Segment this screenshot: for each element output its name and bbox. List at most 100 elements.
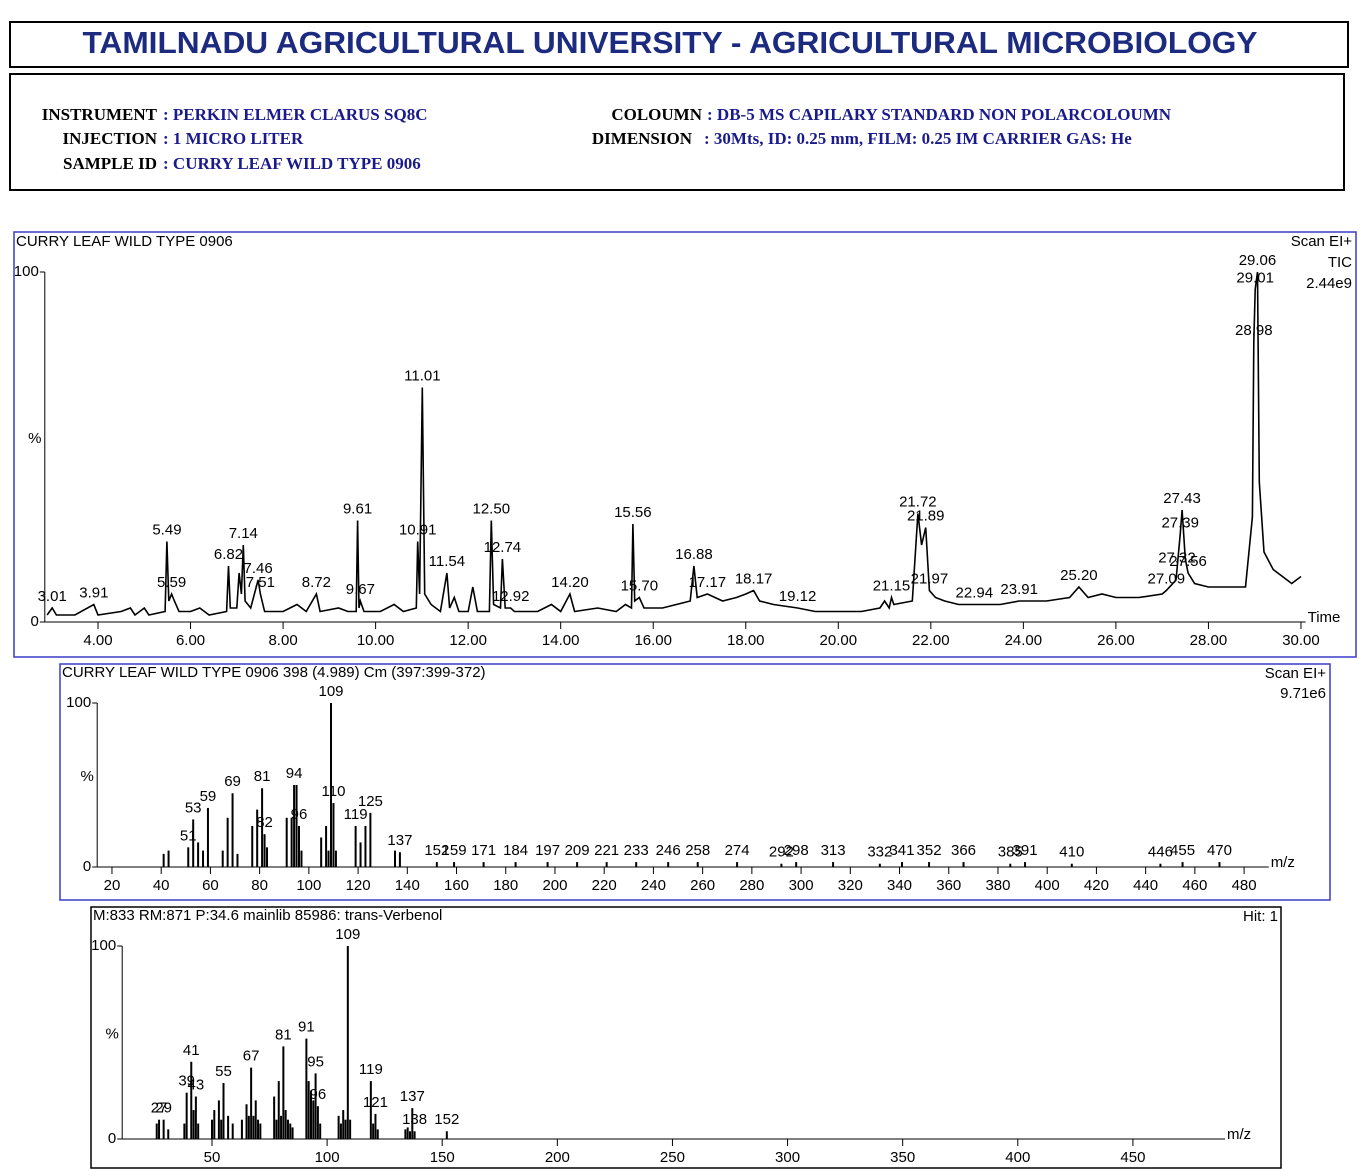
peak-label: 341 (889, 842, 914, 859)
x-tick-label: 350 (890, 1149, 915, 1166)
panel-title: M:833 RM:871 P:34.6 mainlib 85986: trans… (93, 907, 442, 924)
peak-label: 21.15 (873, 577, 911, 594)
x-axis-label: m/z (1271, 854, 1295, 871)
peak-label: 94 (286, 765, 303, 782)
peak-label: 27.32 (1158, 549, 1196, 566)
x-tick-label: 450 (1120, 1149, 1145, 1166)
y-tick-label: 0 (108, 1130, 116, 1147)
x-tick-label: 160 (444, 877, 469, 894)
peak-label: 29 (155, 1100, 172, 1117)
peak-label: 5.49 (152, 521, 181, 538)
x-tick-label: 340 (887, 877, 912, 894)
x-tick-label: 220 (592, 877, 617, 894)
y-tick-label: 100 (14, 263, 39, 280)
peak-label: 410 (1059, 844, 1084, 861)
annotation: 9.71e6 (1280, 685, 1326, 702)
x-tick-label: 120 (346, 877, 371, 894)
peak-label: 332 (867, 844, 892, 861)
x-tick-label: 22.00 (912, 632, 950, 649)
x-tick-label: 100 (315, 1149, 340, 1166)
peak-label: 27.43 (1163, 490, 1201, 507)
panel-box (13, 231, 1357, 658)
x-tick-label: 60 (202, 877, 219, 894)
x-tick-label: 24.00 (1005, 632, 1043, 649)
peak-label: 137 (387, 832, 412, 849)
peak-label: 14.20 (551, 574, 589, 591)
peak-label: 27.56 (1169, 553, 1207, 570)
peak-label: 274 (725, 842, 750, 859)
peak-label: 81 (275, 1026, 292, 1043)
annotation: Scan EI+ (1291, 233, 1353, 250)
peak-label: 470 (1207, 842, 1232, 859)
peak-label: 96 (291, 806, 308, 823)
peak-label: 21.72 (899, 493, 937, 510)
y-axis-label: % (106, 1025, 119, 1042)
panel-box (59, 663, 1331, 901)
peak-label: 125 (358, 793, 383, 810)
peak-label: 7.14 (229, 525, 258, 542)
y-tick-label: 100 (91, 937, 116, 954)
x-tick-label: 8.00 (268, 632, 297, 649)
x-tick-label: 400 (1005, 1149, 1030, 1166)
peak-label: 446 (1148, 844, 1173, 861)
peak-label: 246 (656, 842, 681, 859)
peak-label: 29.06 (1239, 252, 1277, 269)
annotation: TIC (1328, 254, 1352, 271)
peak-label: 21.89 (907, 507, 945, 524)
x-tick-label: 40 (153, 877, 170, 894)
peak-label: 6.82 (214, 546, 243, 563)
x-tick-label: 460 (1182, 877, 1207, 894)
peak-label: 121 (363, 1094, 388, 1111)
peak-label: 28.98 (1235, 322, 1273, 339)
peak-label: 55 (215, 1063, 232, 1080)
field-label: SAMPLE ID (63, 154, 157, 173)
peak-label: 184 (503, 842, 528, 859)
peak-label: 7.46 (243, 560, 272, 577)
field-label: COLOUMN (611, 105, 702, 124)
peak-label: 53 (185, 799, 202, 816)
x-tick-label: 280 (739, 877, 764, 894)
peak-label: 152 (434, 1111, 459, 1128)
x-tick-label: 140 (395, 877, 420, 894)
peak-label: 455 (1170, 842, 1195, 859)
x-axis-label: Time (1308, 609, 1341, 626)
peak-label: 10.91 (399, 521, 437, 538)
y-axis-label: % (81, 768, 94, 785)
peak-label: 313 (821, 842, 846, 859)
peak-label: 152 (424, 842, 449, 859)
x-tick-label: 440 (1133, 877, 1158, 894)
peak-label: 23.91 (1000, 581, 1038, 598)
peak-label: 7.51 (246, 574, 275, 591)
field-value: : 1 MICRO LITER (163, 129, 304, 148)
field-value: : CURRY LEAF WILD TYPE 0906 (163, 154, 421, 173)
peak-label: 110 (322, 783, 346, 800)
peak-label: 41 (183, 1042, 200, 1059)
field-label: DIMENSION (592, 129, 693, 148)
x-tick-label: 100 (296, 877, 321, 894)
peak-label: 9.67 (346, 581, 375, 598)
peak-label: 292 (769, 844, 794, 861)
peak-label: 119 (344, 806, 368, 823)
annotation: Hit: 1 (1243, 908, 1278, 925)
x-tick-label: 16.00 (634, 632, 672, 649)
x-tick-label: 12.00 (449, 632, 487, 649)
x-tick-label: 300 (775, 1149, 800, 1166)
peak-label: 67 (243, 1048, 260, 1065)
peak-label: 385 (998, 844, 1023, 861)
x-tick-label: 300 (789, 877, 814, 894)
peak-label: 298 (784, 842, 809, 859)
x-tick-label: 250 (660, 1149, 685, 1166)
chromatogram-trace (46, 271, 1302, 617)
peak-label: 391 (1013, 842, 1038, 859)
x-tick-label: 200 (545, 1149, 570, 1166)
x-tick-label: 150 (430, 1149, 455, 1166)
peak-label: 59 (200, 788, 217, 805)
panel-title: CURRY LEAF WILD TYPE 0906 398 (4.989) Cm… (62, 664, 486, 681)
peak-label: 366 (951, 842, 976, 859)
annotation: 2.44e9 (1306, 275, 1352, 292)
x-tick-label: 6.00 (176, 632, 205, 649)
y-tick-label: 100 (66, 694, 91, 711)
x-tick-label: 360 (936, 877, 961, 894)
x-axis-label: m/z (1227, 1126, 1251, 1143)
